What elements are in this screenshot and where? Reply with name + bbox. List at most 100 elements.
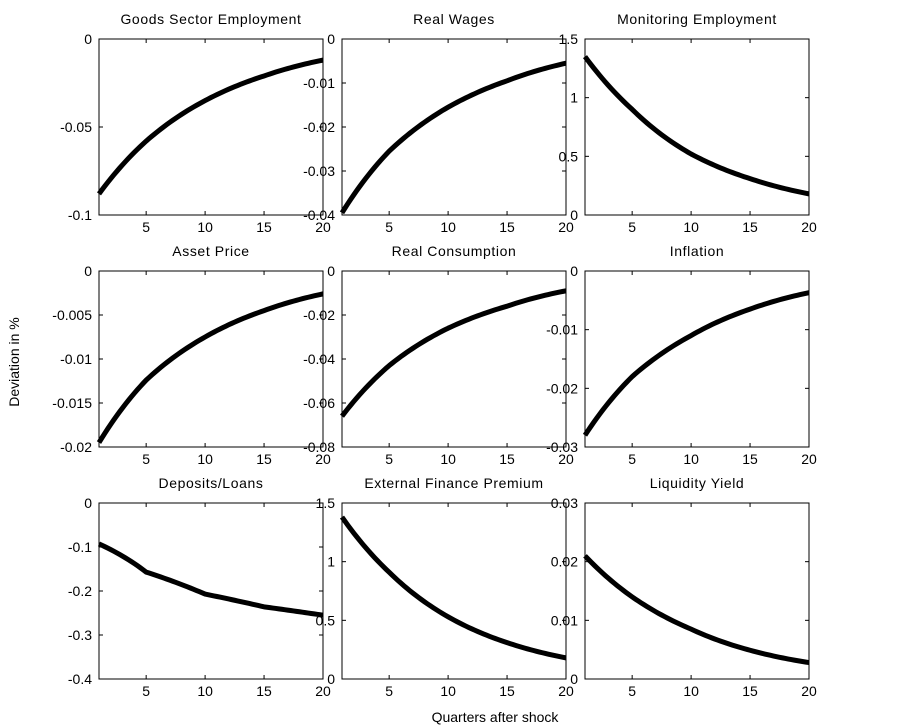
series-line [339,515,567,661]
panel-title: Asset Price [172,243,249,259]
x-tick-label: 20 [801,451,817,467]
series-line [582,290,810,437]
x-tick-label: 15 [742,451,758,467]
x-tick-label: 10 [197,683,213,699]
series-line [339,60,567,215]
y-tick-label: 0 [570,263,578,279]
x-tick-label: 20 [558,219,574,235]
x-tick-label: 5 [142,451,150,467]
axes-box [584,38,810,216]
y-tick-label: 1.5 [316,495,336,511]
y-tick-label: -0.1 [68,539,92,555]
y-tick-label: 0.5 [559,148,579,164]
x-tick-label: 10 [440,219,456,235]
y-tick-label: -0.015 [52,395,92,411]
y-tick-label: -0.2 [68,583,92,599]
x-tick-label: 20 [801,683,817,699]
x-tick-label: 5 [628,219,636,235]
chart-panel-1: Goods Sector Employment 5 10 15 20 -0.1 -0.05 0 [60,11,331,235]
x-tick-label: 15 [742,683,758,699]
y-tick-label: -0.06 [303,395,335,411]
x-tick-label: 10 [440,683,456,699]
axes-box [98,38,324,216]
y-tick-label: 0 [327,31,335,47]
y-tick-label: 0 [570,207,578,223]
y-tick-label: -0.4 [68,671,92,687]
x-tick-label: 10 [683,683,699,699]
chart-panel-4: Asset Price 5 10 15 20 -0.02 -0.015 -0.01 -0.005… [52,243,331,467]
y-tick-label: 0 [84,31,92,47]
panel-title: Goods Sector Employment [120,11,301,27]
series-line [340,288,567,418]
y-tick-label: -0.02 [303,119,335,135]
x-tick-label: 5 [385,219,393,235]
y-tick-label: 0 [84,263,92,279]
x-tick-label: 15 [499,683,515,699]
y-tick-label: -0.05 [60,119,92,135]
x-tick-label: 15 [256,219,272,235]
panel-title: Real Wages [413,11,495,27]
x-tick-label: 5 [628,451,636,467]
x-tick-label: 20 [558,451,574,467]
x-tick-label: 5 [628,683,636,699]
x-tick-label: 10 [683,451,699,467]
y-tick-label: 1 [570,90,578,106]
y-tick-label: 0 [570,671,578,687]
x-tick-label: 5 [385,451,393,467]
y-tick-label: 0.5 [316,612,336,628]
x-tick-label: 10 [683,219,699,235]
y-tick-label: -0.02 [60,439,92,455]
series-line [582,55,810,197]
axes-box [584,270,810,448]
series-line [583,554,810,666]
y-tick-label: 0.03 [551,495,578,511]
x-tick-label: 20 [801,219,817,235]
y-tick-label: -0.1 [68,207,92,223]
axes-box [341,502,567,680]
axes-box [98,270,324,448]
x-tick-label: 15 [256,451,272,467]
panel-title: Deposits/Loans [159,475,264,491]
y-tick-label: -0.02 [303,307,335,323]
y-tick-label: -0.01 [546,322,578,338]
y-tick-label: -0.02 [546,380,578,396]
x-tick-label: 5 [142,683,150,699]
axes-box [98,502,324,680]
figure-xlabel: Quarters after shock [432,709,560,725]
series-line [97,541,324,618]
y-tick-label: -0.03 [303,163,335,179]
x-tick-label: 15 [742,219,758,235]
panel-title: Monitoring Employment [617,11,777,27]
panel-title: Inflation [670,243,724,259]
x-tick-label: 10 [440,451,456,467]
series-line [96,57,324,196]
y-tick-label: -0.3 [68,627,92,643]
x-tick-label: 15 [499,451,515,467]
y-tick-label: -0.03 [546,439,578,455]
axes-box [584,502,810,680]
y-tick-label: 0 [327,671,335,687]
x-tick-label: 15 [256,683,272,699]
series-line [96,291,324,444]
axes-box [341,38,567,216]
panel-title: Real Consumption [392,243,517,259]
x-tick-label: 20 [315,219,331,235]
x-tick-label: 20 [558,683,574,699]
y-tick-label: 0.02 [551,554,578,570]
x-tick-label: 10 [197,451,213,467]
panel-title: Liquidity Yield [650,475,745,491]
y-tick-label: 1.5 [559,31,579,47]
x-tick-label: 15 [499,219,515,235]
y-tick-label: -0.04 [303,207,335,223]
x-tick-label: 10 [197,219,213,235]
x-tick-label: 20 [315,683,331,699]
chart-panel-7: Deposits/Loans 5 10 15 20 -0.4 -0.3 -0.2 -0.1 0 [68,475,331,699]
x-tick-label: 5 [142,219,150,235]
y-tick-label: 1 [327,554,335,570]
